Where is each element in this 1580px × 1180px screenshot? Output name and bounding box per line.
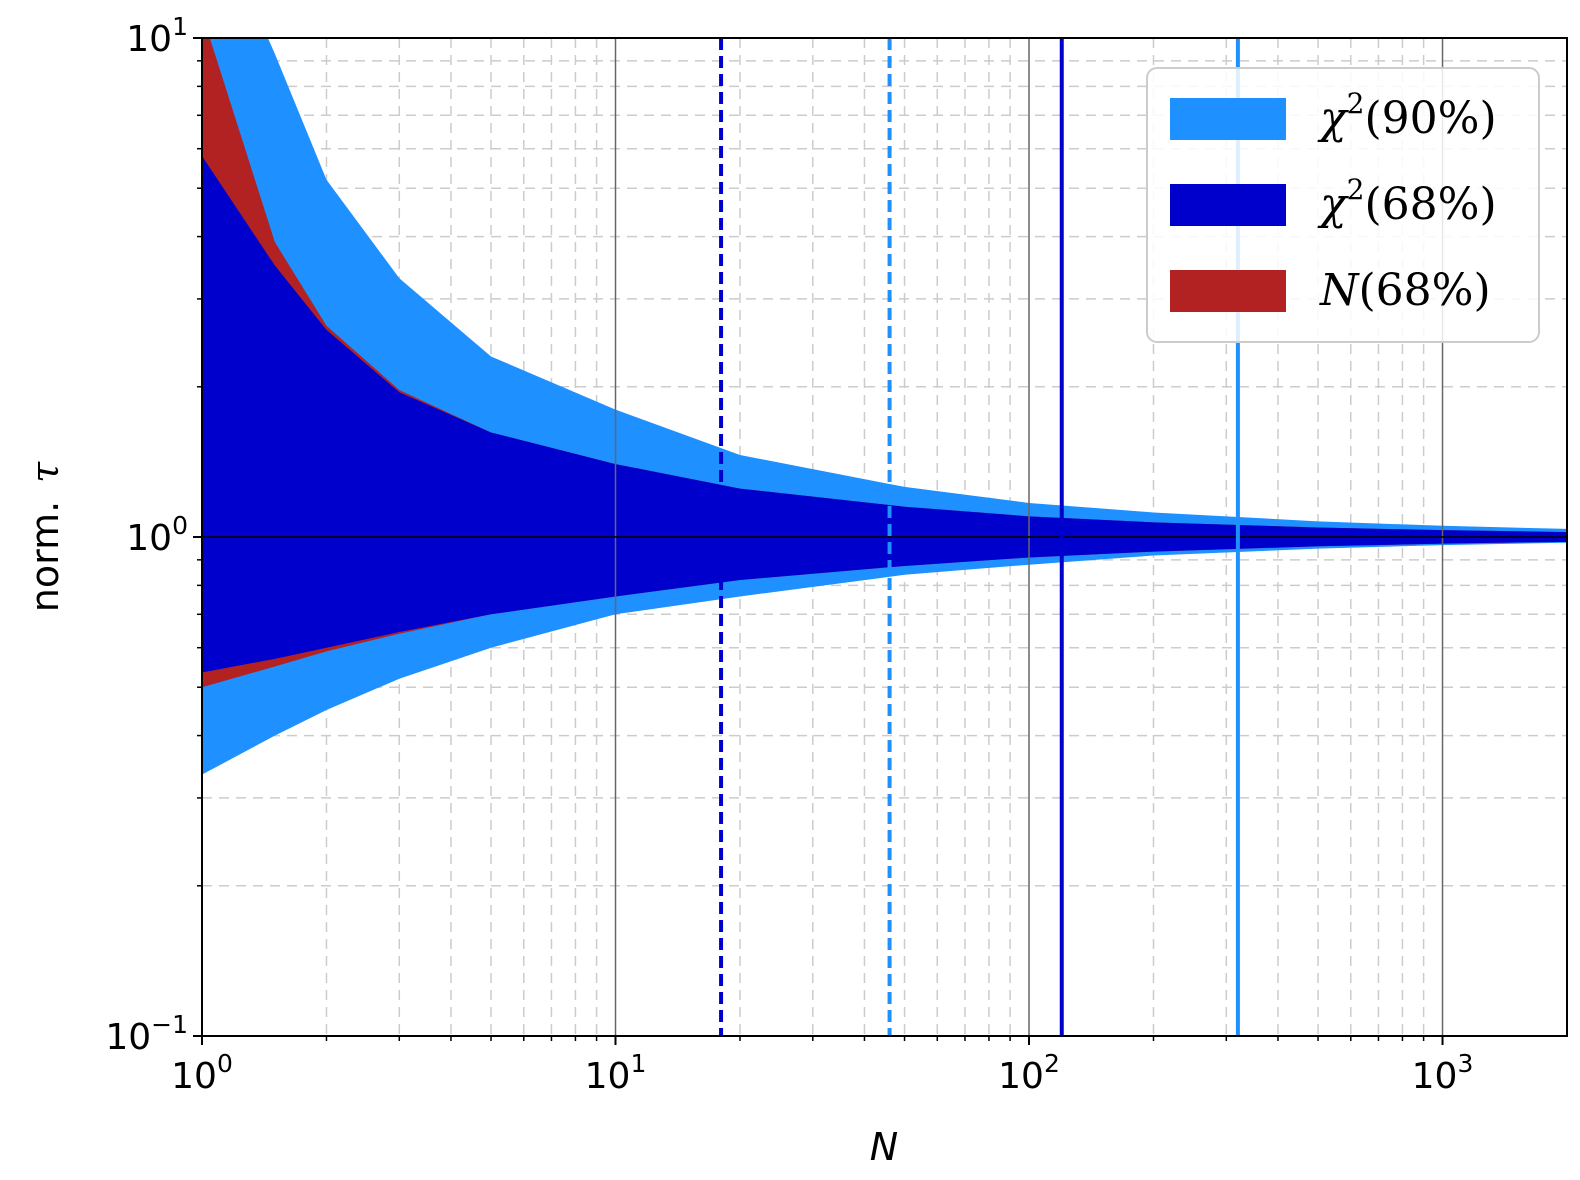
- legend-label: (68%): [1365, 179, 1497, 230]
- legend-superscript: 2: [1347, 87, 1365, 120]
- legend-swatch: [1170, 98, 1286, 140]
- y-tick-base: 10: [126, 518, 172, 559]
- legend: χ2(90%)χ2(68%)N(68%): [1146, 67, 1540, 343]
- x-tick-exponent: 2: [1044, 1049, 1060, 1078]
- y-axis-label: norm. τ: [23, 461, 67, 612]
- x-tick-exponent: 3: [1457, 1049, 1473, 1078]
- y-tick-exponent: 1: [172, 12, 188, 41]
- x-tick-label: 103: [1412, 1049, 1474, 1097]
- legend-entry: χ2(90%): [1317, 87, 1497, 144]
- y-tick-exponent: 0: [172, 511, 188, 540]
- legend-entry: N(68%): [1319, 265, 1491, 316]
- legend-symbol: χ: [1317, 179, 1349, 230]
- y-tick-exponent: −1: [151, 1010, 188, 1039]
- confidence-bands: [202, 38, 1567, 775]
- legend-swatch: [1170, 270, 1286, 312]
- legend-label: (68%): [1359, 265, 1491, 316]
- legend-label: (90%): [1365, 93, 1497, 144]
- legend-symbol: χ: [1317, 93, 1349, 144]
- y-tick-label: 10−1: [105, 1010, 188, 1058]
- y-tick-base: 10: [105, 1017, 151, 1058]
- y-axis-label-prefix: norm.: [23, 501, 67, 612]
- x-tick-base: 10: [1412, 1056, 1458, 1097]
- x-tick-exponent: 1: [630, 1049, 646, 1078]
- y-tick-label: 100: [126, 511, 188, 559]
- y-tick-base: 10: [126, 19, 172, 60]
- legend-superscript: 2: [1347, 173, 1365, 206]
- x-tick-label: 101: [585, 1049, 647, 1097]
- x-tick-base: 10: [998, 1056, 1044, 1097]
- legend-symbol: N: [1319, 265, 1360, 316]
- y-axis-label-symbol: τ: [23, 461, 67, 483]
- y-tick-label: 101: [126, 12, 188, 60]
- x-tick-base: 10: [171, 1056, 217, 1097]
- legend-entry: χ2(68%): [1317, 173, 1497, 230]
- legend-swatch: [1170, 184, 1286, 226]
- x-tick-exponent: 0: [217, 1049, 233, 1078]
- x-tick-label: 102: [998, 1049, 1060, 1097]
- x-axis-label: N: [870, 1125, 898, 1169]
- x-tick-base: 10: [585, 1056, 631, 1097]
- x-tick-label: 100: [171, 1049, 233, 1097]
- band-chi2-68: [202, 156, 1567, 673]
